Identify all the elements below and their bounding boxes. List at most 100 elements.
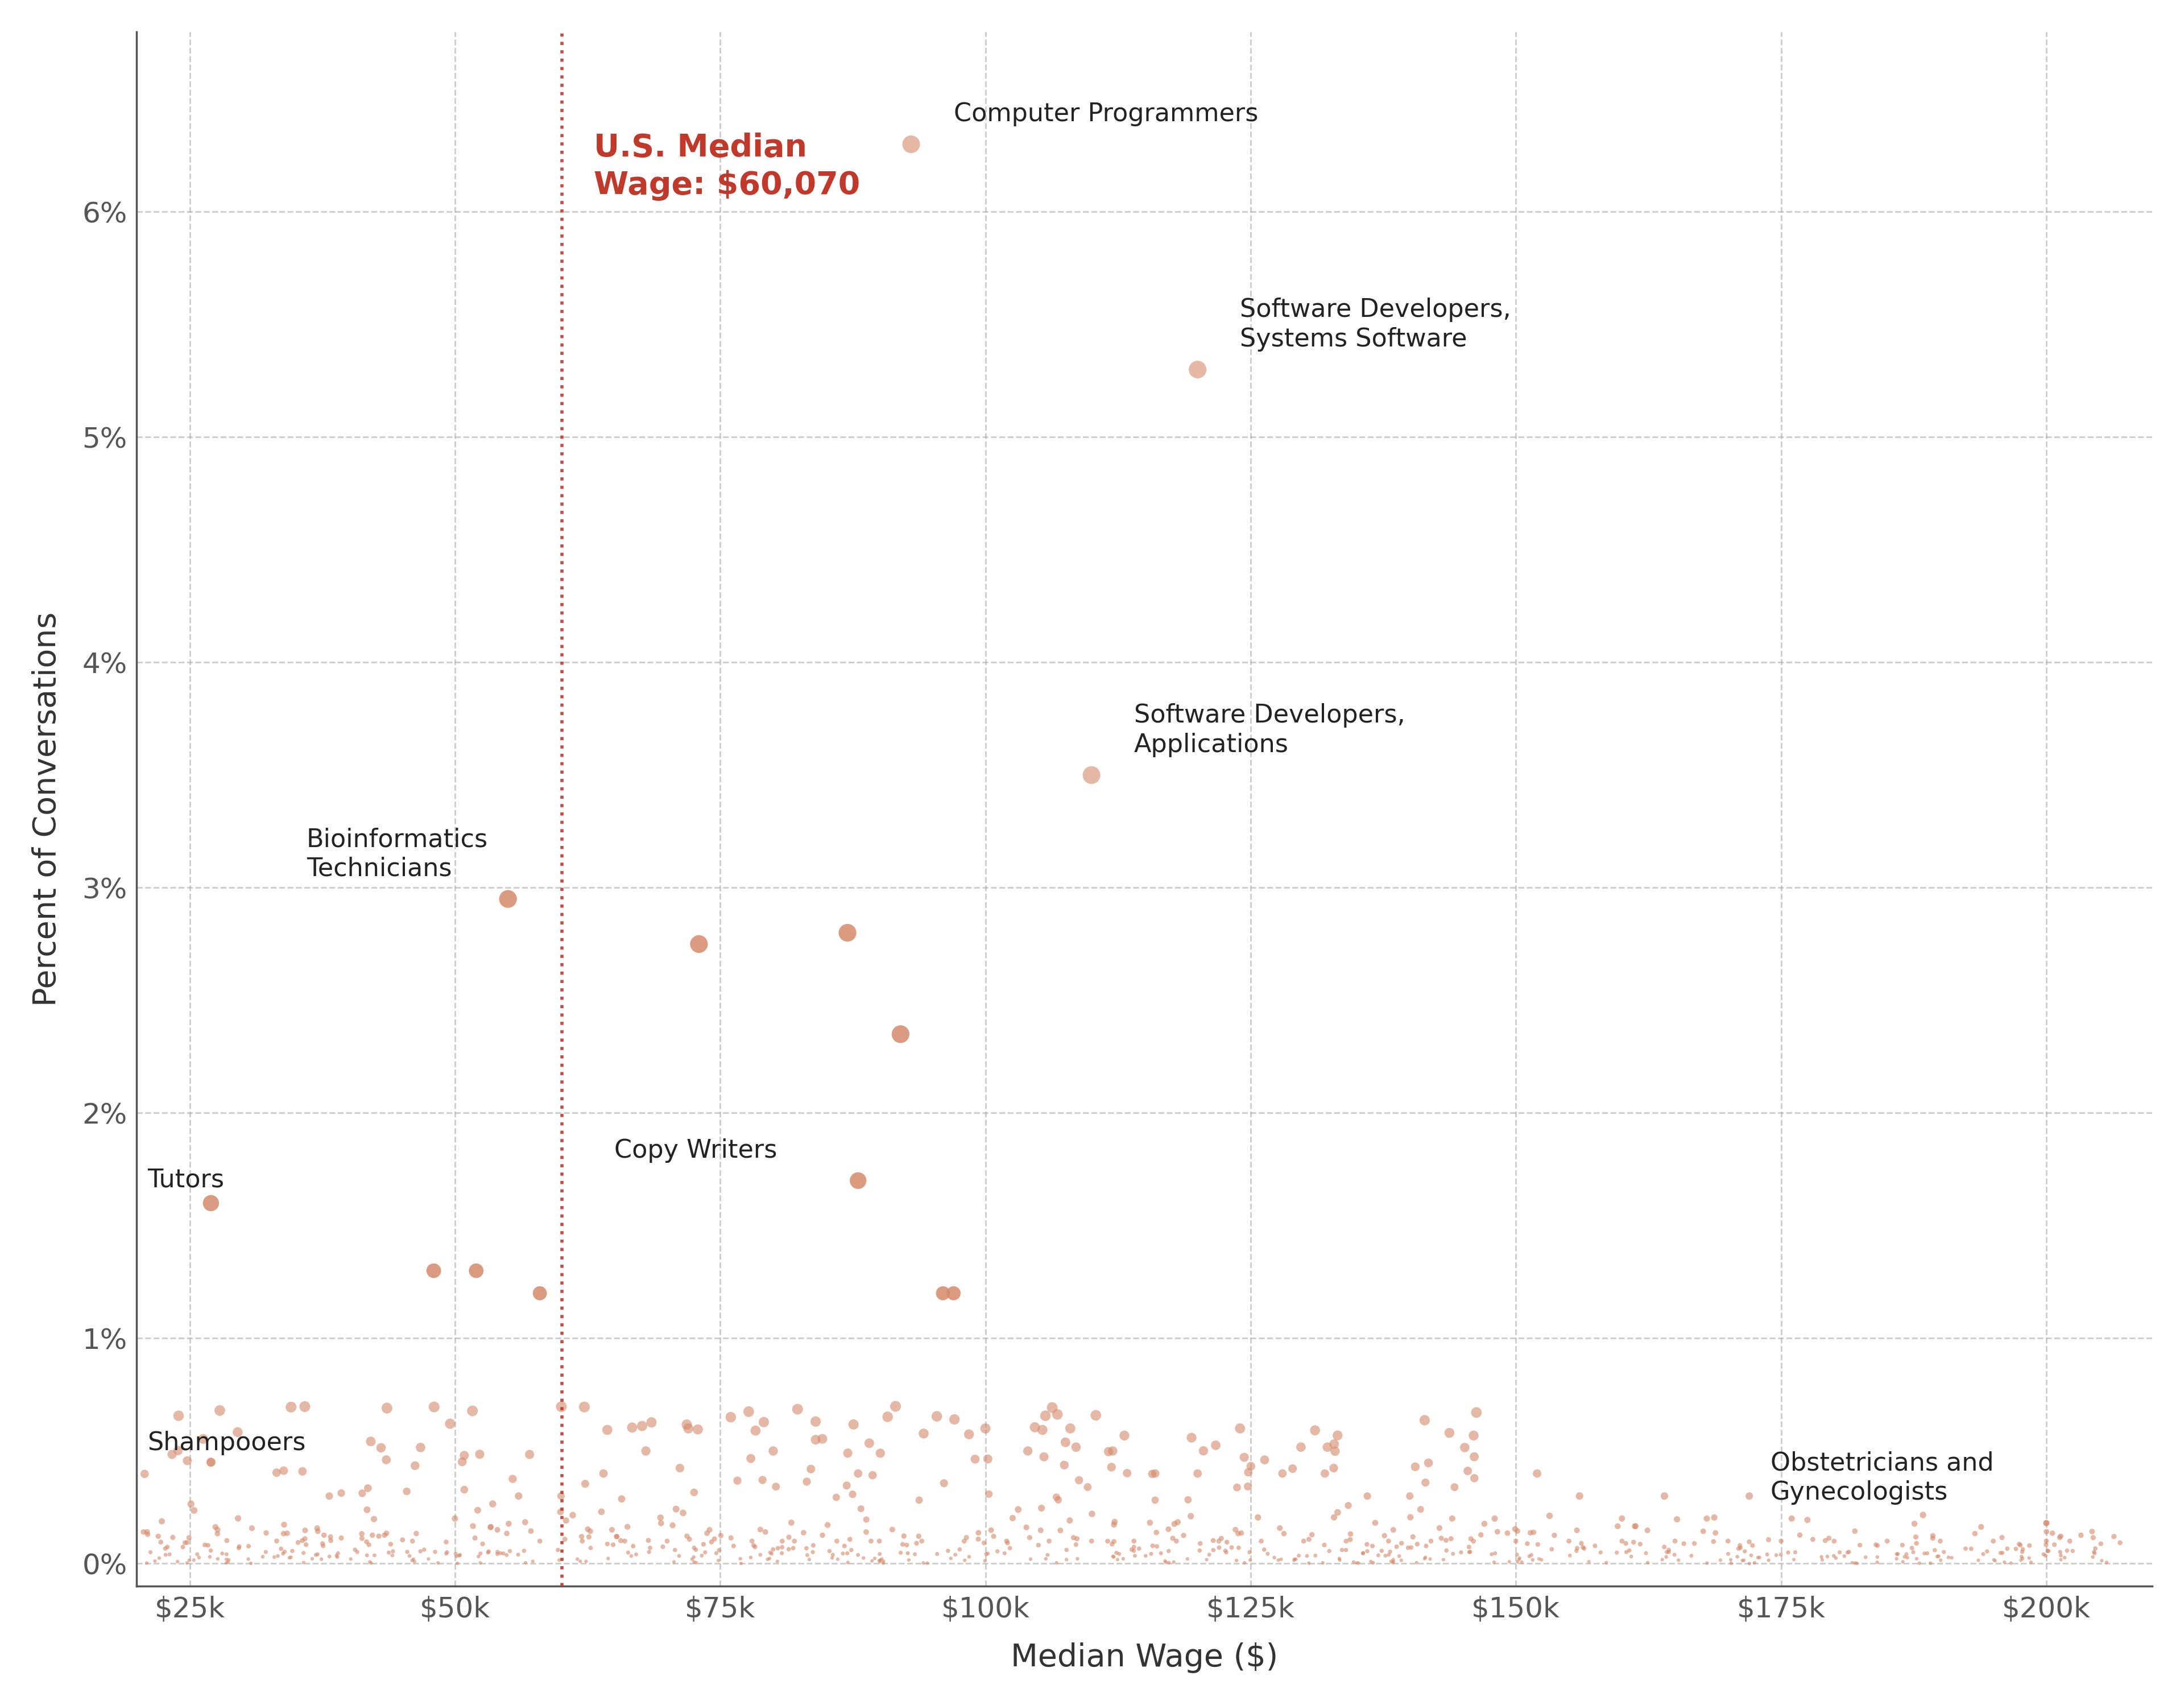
Point — [841, 1166, 876, 1194]
Point — [461, 1497, 496, 1524]
Point — [480, 1538, 515, 1565]
Point — [323, 1480, 358, 1507]
Point — [284, 1458, 319, 1485]
Point — [1511, 1543, 1546, 1570]
Point — [941, 1536, 976, 1563]
Point — [354, 1427, 389, 1454]
Point — [1970, 1538, 2005, 1565]
Point — [395, 1528, 430, 1555]
Point — [1035, 1395, 1070, 1422]
Point — [572, 1517, 607, 1545]
Point — [1479, 1540, 1514, 1567]
Point — [1474, 1541, 1509, 1569]
Point — [734, 1528, 769, 1555]
Point — [1214, 1534, 1249, 1562]
Point — [1057, 1524, 1092, 1552]
Point — [273, 1543, 308, 1570]
Point — [1096, 1543, 1131, 1570]
Point — [850, 1506, 885, 1533]
Point — [1328, 1528, 1363, 1555]
Point — [170, 1550, 205, 1577]
Point — [1428, 1526, 1463, 1553]
Point — [1413, 1528, 1448, 1555]
Point — [970, 1540, 1005, 1567]
Point — [1712, 1546, 1747, 1574]
Point — [1819, 1545, 1854, 1572]
Point — [1022, 1517, 1057, 1545]
Point — [266, 1540, 301, 1567]
Point — [1317, 1430, 1352, 1458]
Point — [149, 1534, 183, 1562]
Point — [992, 1534, 1026, 1562]
Point — [349, 1495, 384, 1523]
Point — [815, 1545, 850, 1572]
Point — [1977, 1528, 2011, 1555]
Point — [1559, 1538, 1594, 1565]
Point — [491, 885, 526, 912]
Text: Obstetricians and
Gynecologists: Obstetricians and Gynecologists — [1771, 1451, 1994, 1506]
Point — [1457, 1528, 1492, 1555]
Point — [1374, 1548, 1409, 1575]
Point — [1426, 1546, 1461, 1574]
Point — [585, 1459, 620, 1487]
Point — [756, 1437, 791, 1465]
Point — [1310, 1434, 1345, 1461]
Point — [2090, 1548, 2125, 1575]
Point — [448, 1442, 483, 1470]
Point — [590, 1417, 625, 1444]
Point — [131, 1521, 166, 1548]
Point — [1920, 1543, 1955, 1570]
Point — [596, 1531, 631, 1558]
Point — [753, 1540, 788, 1567]
Point — [299, 1514, 334, 1541]
Point — [876, 1516, 911, 1543]
Point — [1551, 1528, 1586, 1555]
Point — [572, 1523, 607, 1550]
Point — [1616, 1528, 1651, 1555]
Point — [321, 1540, 356, 1567]
Point — [780, 1396, 815, 1424]
Point — [1782, 1521, 1817, 1548]
Point — [1391, 1534, 1426, 1562]
Point — [245, 1543, 280, 1570]
Point — [1457, 1422, 1492, 1449]
Point — [155, 1524, 190, 1552]
Point — [1013, 1545, 1048, 1572]
Point — [1931, 1543, 1966, 1570]
Point — [2003, 1531, 2038, 1558]
Point — [631, 1538, 666, 1565]
Point — [1096, 1528, 1131, 1555]
Point — [919, 1403, 954, 1430]
Point — [841, 1459, 876, 1487]
Point — [863, 1439, 898, 1466]
Point — [1843, 1531, 1878, 1558]
Text: Shampooers: Shampooers — [146, 1430, 306, 1456]
Point — [1894, 1534, 1928, 1562]
Point — [1566, 1534, 1601, 1562]
Point — [349, 1528, 384, 1555]
Point — [430, 1538, 465, 1565]
Point — [1179, 356, 1214, 384]
Point — [249, 1519, 284, 1546]
Point — [177, 1546, 212, 1574]
Text: Bioinformatics
Technicians: Bioinformatics Technicians — [306, 827, 487, 881]
Point — [1409, 1533, 1444, 1560]
Point — [2042, 1524, 2077, 1552]
Point — [1514, 1519, 1548, 1546]
Point — [151, 1533, 186, 1560]
Point — [446, 1448, 480, 1475]
Point — [474, 1512, 509, 1540]
Point — [1374, 1538, 1409, 1565]
Point — [795, 1531, 830, 1558]
Point — [1725, 1546, 1760, 1574]
Point — [830, 1471, 865, 1499]
Point — [760, 1534, 795, 1562]
Point — [987, 1540, 1022, 1567]
Point — [1402, 1495, 1437, 1523]
Point — [1136, 1459, 1171, 1487]
Point — [566, 1528, 601, 1555]
Point — [815, 1541, 850, 1569]
Point — [1367, 1541, 1402, 1569]
Point — [500, 1482, 535, 1509]
Point — [188, 1531, 223, 1558]
